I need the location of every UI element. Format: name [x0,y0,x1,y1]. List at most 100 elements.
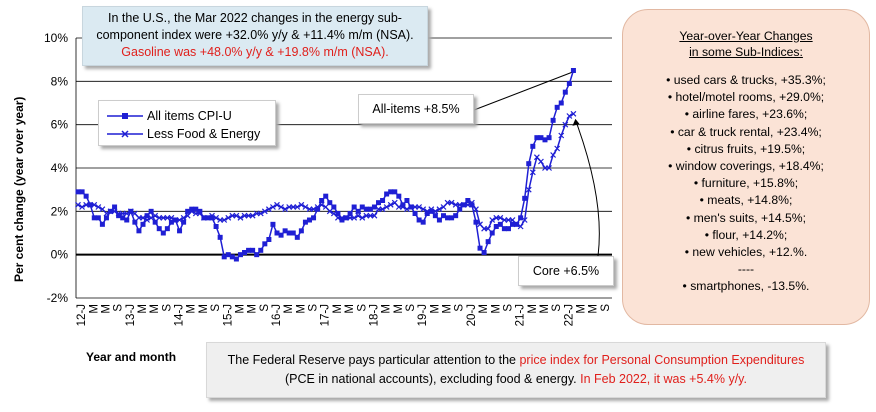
x-tick-label: M [149,304,161,314]
data-point-core [420,206,427,213]
data-point-core [355,212,362,219]
data-point-core [485,225,492,232]
data-point-all-items [124,217,130,223]
data-point-all-items [221,254,227,260]
data-point-all-items [152,219,158,225]
x-tick-label: M [100,304,112,314]
data-point-all-items [331,204,337,210]
x-tick-label: S [551,304,563,312]
data-point-core [509,217,516,223]
data-point-all-items [250,247,256,253]
fed-note-text-2: (PCE in national accounts), excluding fo… [285,372,581,386]
data-point-all-items [384,191,390,197]
data-point-all-items [112,204,118,210]
energy-note-line2: component index were +32.0% y/y & +11.4%… [96,28,414,42]
data-point-core [237,214,244,221]
list-item: • meats, +14.8%; [699,193,793,208]
data-point-all-items [254,252,260,258]
list-item: • car & truck rental, +23.4%; [670,124,822,139]
gasoline-note: Gasoline was +48.0% y/y & +19.8% m/m (NS… [121,45,389,59]
data-point-all-items [526,161,532,167]
data-point-core [233,212,240,219]
energy-note: In the U.S., the Mar 2022 changes in the… [82,6,428,66]
data-point-core [127,208,134,215]
data-point-all-items [501,226,507,232]
data-point-all-items [148,208,154,214]
data-point-core [525,186,532,193]
data-point-core [99,206,106,213]
series-line-0 [78,70,575,260]
data-point-core [538,158,544,165]
data-point-core [570,110,577,117]
x-tick-label: M [234,304,246,314]
data-point-core [176,217,183,223]
y-tick-label: 4% [51,161,69,175]
data-point-core [550,152,557,158]
x-tick-label: 16-J [271,304,283,326]
x-tick-label: M [88,304,100,314]
data-point-all-items [510,221,516,227]
data-point-core [298,201,305,208]
y-tick-label: 8% [51,74,69,88]
x-tick-label: S [502,304,514,312]
data-point-all-items [424,211,430,216]
data-point-all-items [311,215,317,221]
data-point-core [221,217,228,223]
core-arrow [574,119,600,257]
annotation-arrows [473,72,600,257]
data-point-core [205,214,211,221]
data-point-core [314,204,321,210]
list-item: • used cars & trucks, +35.3%; [666,73,826,87]
data-point-all-items [274,230,280,236]
x-tick-label: 13-J [125,304,137,326]
data-point-all-items [445,215,451,221]
data-point-all-items [136,228,142,234]
data-point-core [79,204,86,210]
data-point-all-items [497,221,503,227]
data-point-all-items [116,213,122,219]
data-point-core [448,199,455,206]
data-point-core [428,206,435,213]
list-item: ---- [737,262,755,277]
data-point-all-items [485,239,491,245]
x-tick-label: S [600,304,612,312]
data-point-core [270,204,276,210]
data-point-core [196,210,203,217]
data-point-all-items [270,221,276,227]
data-point-all-items [294,234,300,240]
data-point-all-items [432,213,438,219]
x-tick-label: M [247,304,259,314]
data-point-all-items [371,204,377,210]
data-point-all-items [79,189,85,195]
data-point-core [554,145,561,152]
x-tick-label: S [113,304,125,312]
data-point-all-items [534,135,540,141]
data-point-all-items [164,226,170,232]
data-point-core [152,212,159,219]
data-point-core [404,206,410,213]
data-point-core [566,113,573,119]
x-tick-label: M [588,304,600,314]
data-point-all-items [505,226,511,232]
data-point-all-items [566,81,572,86]
data-point-core [184,212,191,219]
data-point-core [533,154,540,161]
x-tick-label: M [527,304,539,314]
data-point-core [188,208,195,215]
data-point-core [140,214,146,221]
data-point-all-items [388,189,394,195]
data-point-core [387,201,394,208]
data-point-core [424,208,431,215]
x-marker-icon [107,130,143,138]
data-point-all-items [282,228,288,234]
data-point-all-items [493,224,499,229]
data-point-all-items [177,228,183,234]
data-point-core [468,199,475,206]
x-tick-label: S [161,304,173,312]
legend: All items CPI-U Less Food & Energy [98,100,276,146]
x-tick-label: 20-J [466,304,478,326]
list-item: • smartphones, -13.5%. [682,279,810,294]
data-point-all-items [355,208,361,214]
data-point-all-items [246,247,252,253]
data-point-all-items [570,68,576,73]
